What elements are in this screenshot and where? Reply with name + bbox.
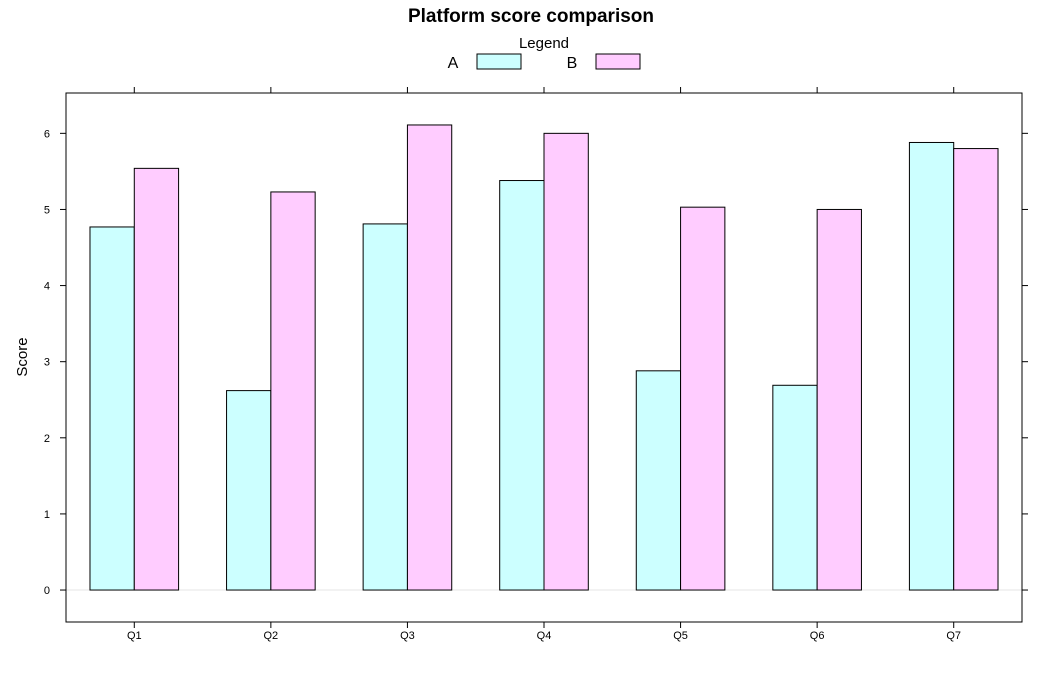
x-tick-label: Q1 (127, 630, 142, 642)
x-tick-label: Q6 (810, 630, 825, 642)
legend-label-a: A (448, 55, 459, 72)
bar-b-q6 (816, 208, 862, 591)
bar-a-q3 (362, 223, 408, 591)
x-tick-label: Q5 (673, 630, 688, 642)
bar-b-q1 (133, 167, 180, 591)
x-tick-label: Q4 (537, 630, 552, 642)
y-tick-label: 4 (44, 281, 50, 293)
bar-a-q7 (908, 141, 955, 591)
bar-b-q5 (680, 206, 726, 591)
bar-b-q2 (270, 191, 316, 591)
x-tick-label: Q3 (400, 630, 415, 642)
bar-a-q5 (635, 370, 682, 591)
legend-label-b: B (567, 55, 578, 72)
y-tick-label: 2 (44, 433, 50, 445)
bar-a-q2 (226, 390, 272, 591)
x-tick-label: Q7 (946, 630, 961, 642)
chart-title: Platform score comparison (408, 6, 654, 27)
bar-a-q6 (772, 384, 818, 591)
y-tick-label: 5 (44, 204, 50, 216)
y-tick-label: 0 (44, 585, 50, 597)
y-tick-label: 1 (44, 509, 50, 521)
bar-a-q1 (89, 226, 135, 591)
legend-swatch-a (476, 53, 522, 70)
bar-b-q4 (543, 132, 589, 591)
y-axis-label: Score (14, 337, 31, 376)
bar-b-q3 (406, 124, 453, 591)
y-tick-label: 3 (44, 357, 50, 369)
legend-title: Legend (519, 35, 569, 52)
legend: Legend A B (448, 35, 641, 72)
legend-swatch-b (595, 53, 641, 70)
plot-frame (65, 92, 1023, 623)
y-tick-label: 6 (44, 128, 50, 140)
x-tick-label: Q2 (264, 630, 279, 642)
bar-a-q4 (499, 180, 545, 591)
bar-b-q7 (953, 148, 999, 591)
